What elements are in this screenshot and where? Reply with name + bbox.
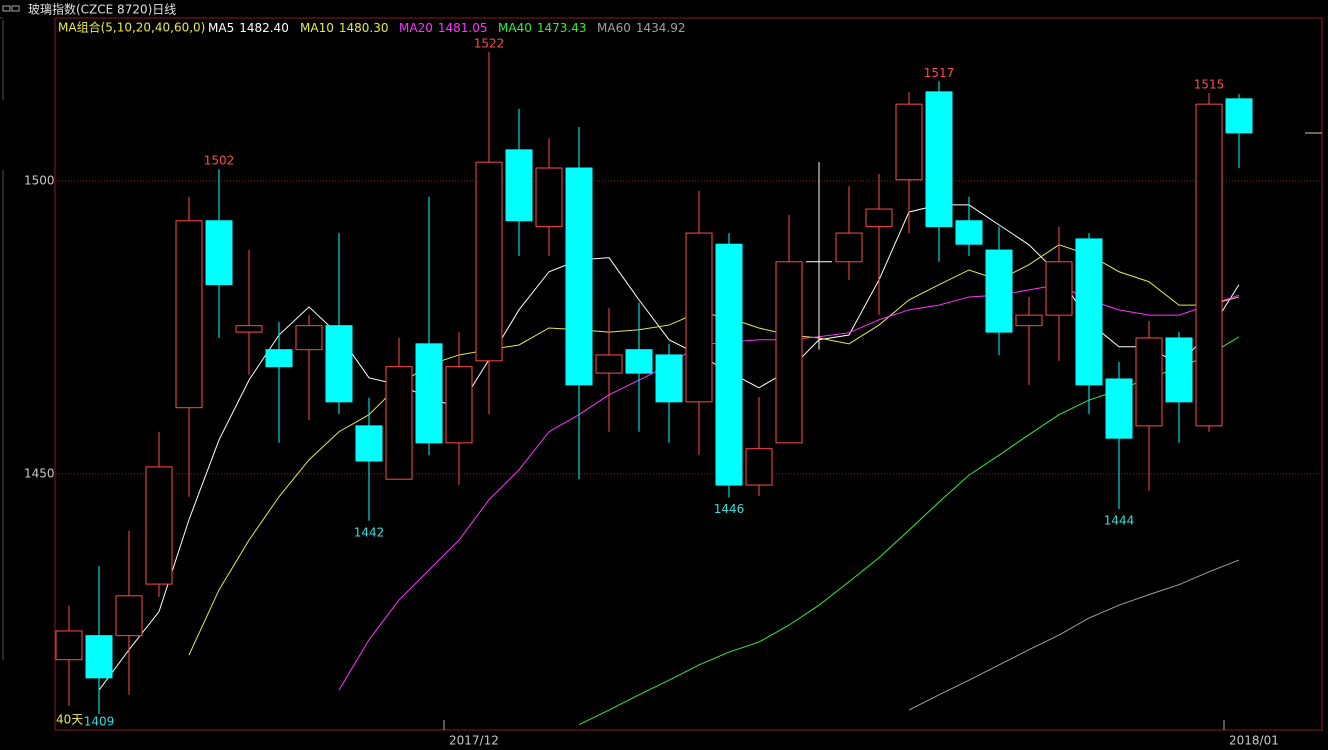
candle-body bbox=[1105, 378, 1133, 439]
candle-body bbox=[175, 220, 203, 409]
candle-body bbox=[1015, 314, 1043, 327]
candle-body bbox=[745, 448, 773, 486]
candle-body bbox=[835, 232, 863, 263]
legend-name: MA20 bbox=[399, 21, 433, 35]
candle-body bbox=[445, 366, 473, 444]
candle-body bbox=[775, 261, 803, 444]
candle-body bbox=[145, 466, 173, 585]
candle-body bbox=[325, 325, 353, 403]
candle-body bbox=[115, 595, 143, 637]
candle-body bbox=[85, 635, 113, 679]
candle-body bbox=[295, 325, 323, 351]
legend-name: MA10 bbox=[300, 21, 334, 35]
x-tick-label: 2018/01 bbox=[1229, 734, 1279, 748]
candle-body bbox=[625, 349, 653, 374]
candle-body bbox=[955, 220, 983, 245]
legend-value: 1480.30 bbox=[339, 21, 389, 35]
candle-body bbox=[1075, 238, 1103, 386]
low-label: 1409 bbox=[84, 715, 115, 729]
high-label: 1515 bbox=[1194, 78, 1225, 92]
candle-body bbox=[265, 349, 293, 368]
legend-name: MA60 bbox=[597, 21, 631, 35]
ma-line bbox=[908, 559, 1240, 711]
legend-value: 1481.05 bbox=[438, 21, 488, 35]
candle-body bbox=[1045, 261, 1073, 316]
candle-body bbox=[415, 343, 443, 444]
candle-body bbox=[1195, 103, 1223, 427]
x-tick-label: 2017/12 bbox=[449, 734, 499, 748]
candle-body bbox=[595, 354, 623, 374]
legend-value: 1434.92 bbox=[636, 21, 686, 35]
candle-body bbox=[1135, 337, 1163, 427]
legend-entry: MA10 1480.30 bbox=[300, 21, 388, 35]
plot bbox=[55, 51, 1253, 726]
candle-body bbox=[235, 325, 263, 333]
low-label: 1446 bbox=[714, 502, 745, 516]
legend-entry: MA40 1473.43 bbox=[498, 21, 586, 35]
period-note: 40天 bbox=[56, 713, 83, 727]
candle-body bbox=[355, 425, 383, 462]
candle-body bbox=[1225, 98, 1253, 134]
high-label: 1522 bbox=[474, 36, 505, 50]
legend-value: 1473.43 bbox=[537, 21, 587, 35]
legend-name: MA40 bbox=[498, 21, 532, 35]
candle-body bbox=[865, 208, 893, 228]
legend-name: MA5 bbox=[208, 21, 234, 35]
candle-body bbox=[55, 630, 83, 661]
candle-body bbox=[385, 366, 413, 480]
legend-entry: MA5 1482.40 bbox=[208, 21, 289, 35]
candle-body bbox=[565, 167, 593, 386]
y-tick-label: 1450 bbox=[24, 466, 55, 480]
candle-body bbox=[685, 232, 713, 403]
y-tick-label: 1500 bbox=[24, 173, 55, 187]
indicator-label: MA组合(5,10,20,40,60,0) bbox=[58, 20, 205, 35]
low-label: 1444 bbox=[1104, 514, 1135, 528]
legend-value: 1482.40 bbox=[239, 21, 289, 35]
candle-body bbox=[505, 149, 533, 222]
candle-body bbox=[205, 220, 233, 286]
candle-body bbox=[655, 354, 683, 403]
candle-body bbox=[475, 161, 503, 362]
low-label: 1442 bbox=[354, 525, 385, 539]
plot-frame bbox=[54, 17, 1323, 731]
ma-line bbox=[188, 244, 1240, 656]
candle-body bbox=[985, 249, 1013, 333]
legend-entry: MA20 1481.05 bbox=[399, 21, 487, 35]
chart-title: 玻璃指数(CZCE 8720)日线 bbox=[28, 2, 176, 17]
high-label: 1517 bbox=[924, 66, 955, 80]
candle-body bbox=[535, 167, 563, 228]
high-label: 1502 bbox=[204, 154, 235, 168]
candle-body bbox=[925, 91, 953, 228]
candle-body bbox=[715, 243, 743, 486]
candle-body bbox=[895, 103, 923, 181]
candle-body bbox=[1165, 337, 1193, 403]
title-icon bbox=[2, 5, 11, 12]
legend-entry: MA60 1434.92 bbox=[597, 21, 685, 35]
title-icon bbox=[11, 5, 20, 12]
